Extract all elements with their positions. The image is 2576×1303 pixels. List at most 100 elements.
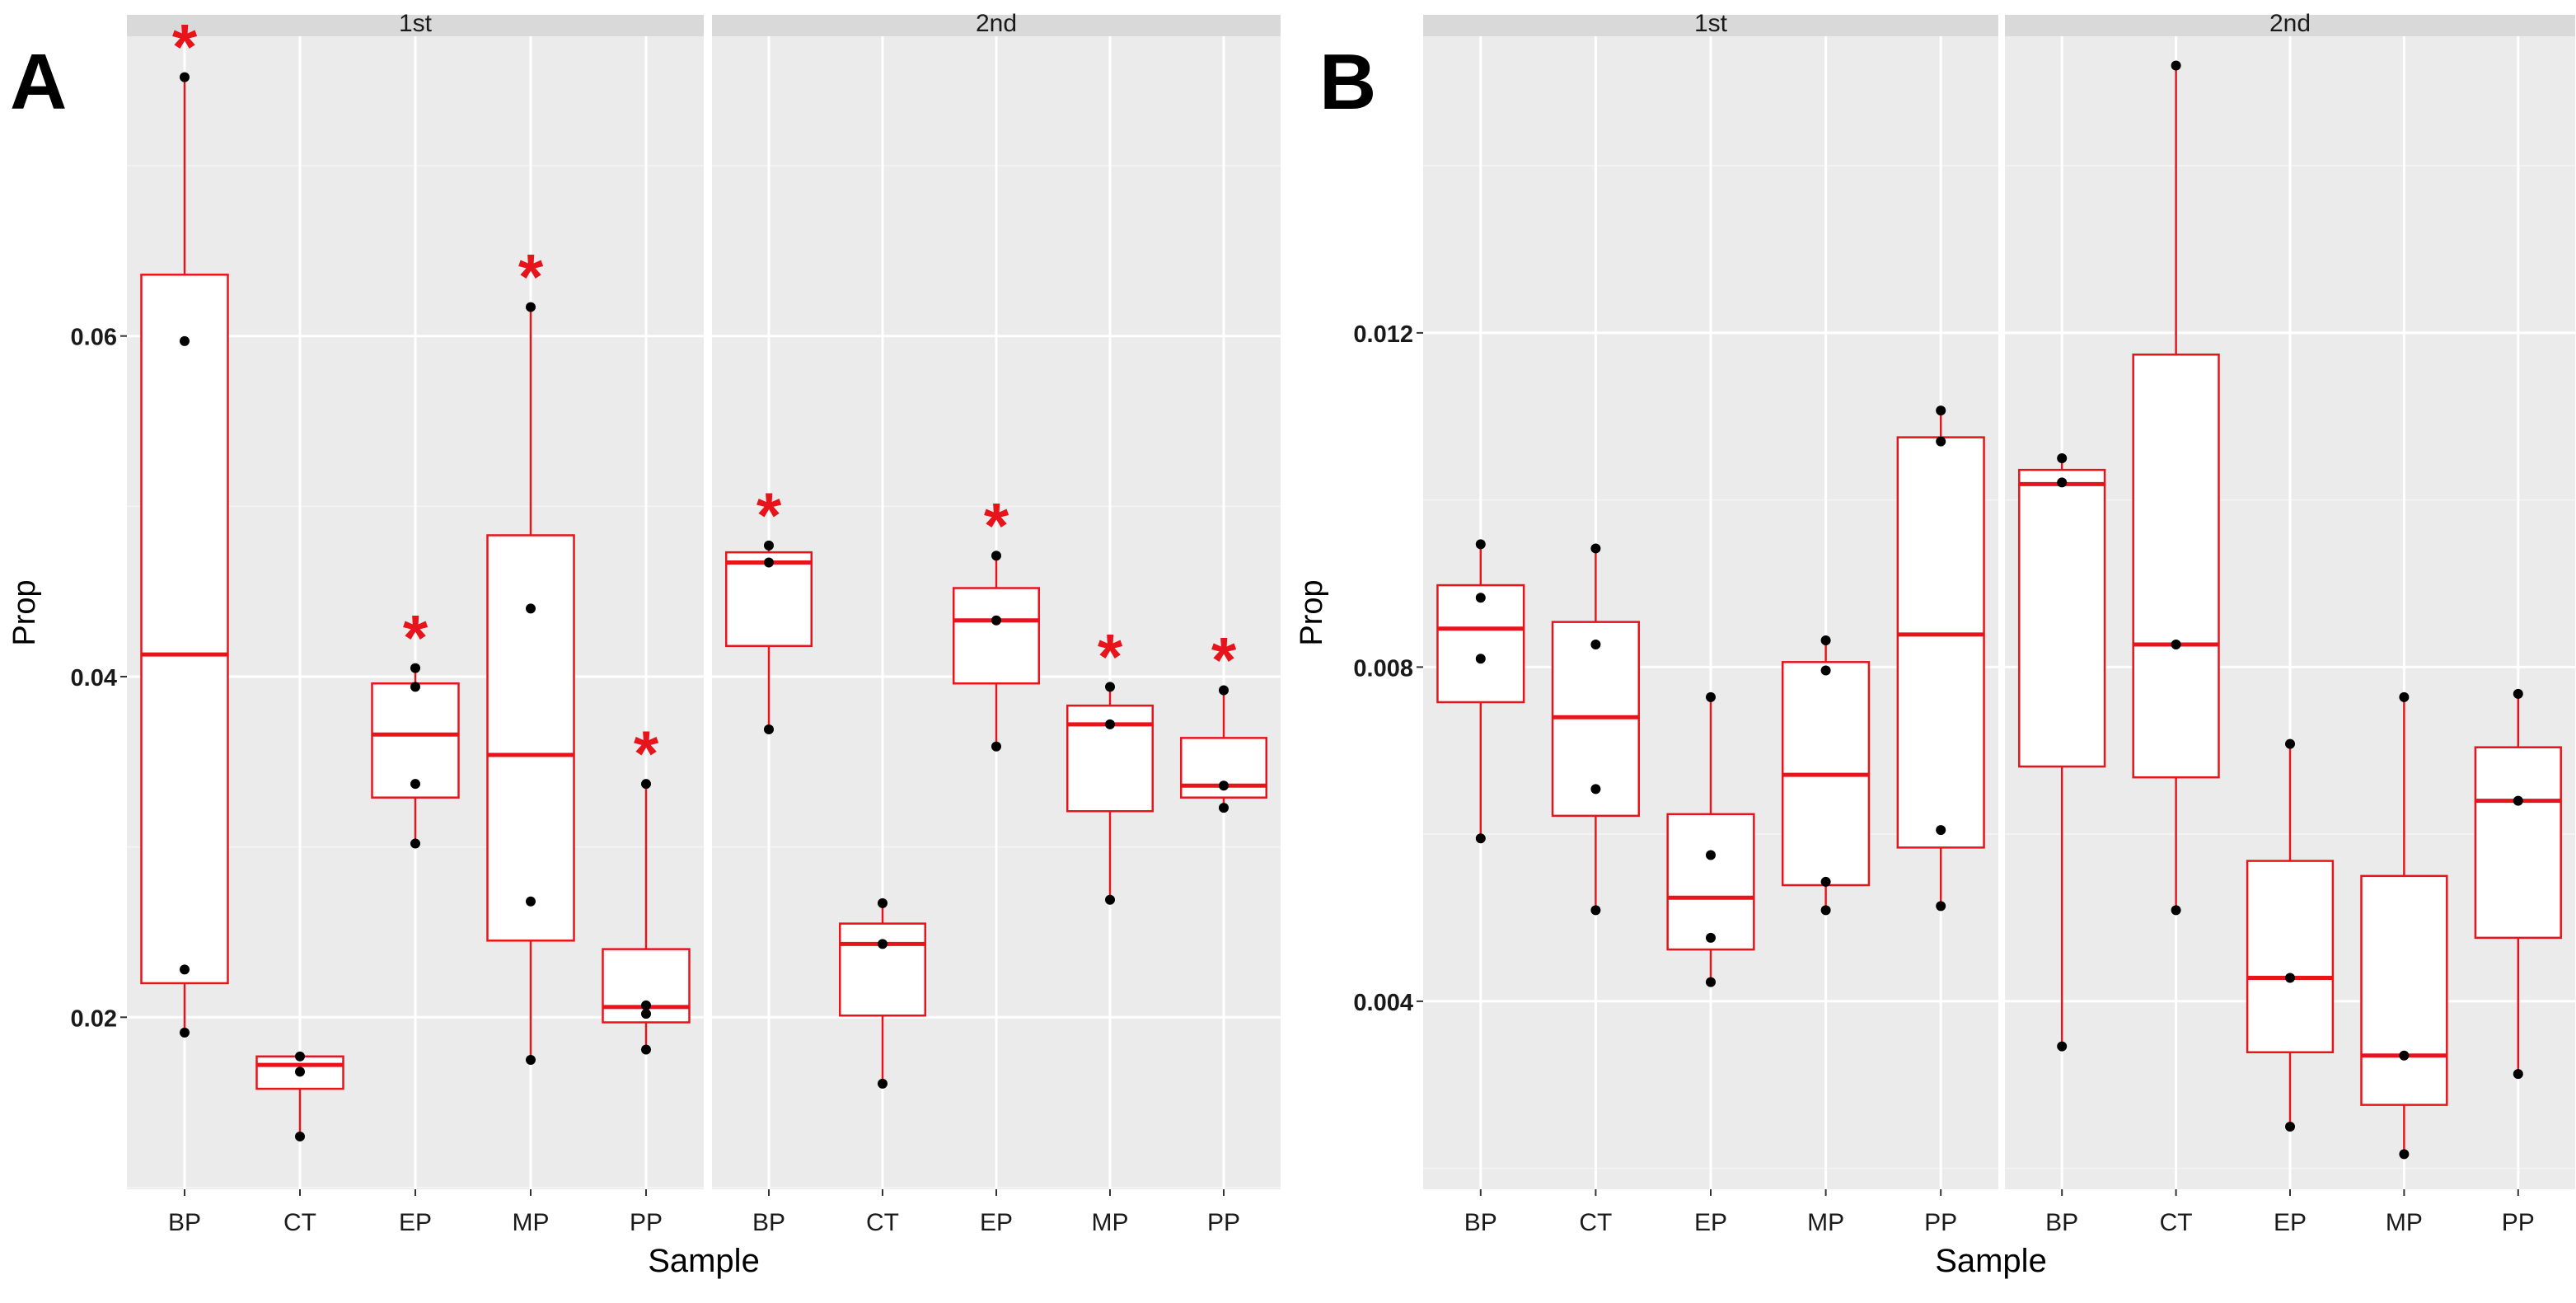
data-point (526, 1054, 536, 1065)
data-point (180, 72, 190, 82)
data-point (1820, 665, 1831, 676)
y-tick-label: 0.04 (71, 665, 117, 691)
box-BP (1436, 539, 1525, 844)
x-tick-label: BP (1464, 1209, 1497, 1236)
box-body (2018, 468, 2106, 768)
facet-2nd: 2nd * BP CT * EP * MP * PP (712, 10, 1281, 1236)
data-point (526, 603, 536, 614)
box-EP (2246, 738, 2335, 1132)
data-point (526, 302, 536, 312)
data-point (295, 1131, 305, 1141)
data-point (180, 1027, 190, 1038)
box-PP (2474, 688, 2562, 1080)
y-tick-label: 0.06 (71, 325, 117, 351)
box-CT (255, 1051, 344, 1141)
box-MP (2360, 691, 2448, 1160)
box-body (1896, 436, 1985, 849)
data-point (1820, 876, 1831, 887)
panel-b: B 1st BP CT EP MP PP 2nd BP CT EP MP PP 0.004 0.008 0.0… (1295, 10, 2575, 1279)
box-PP: * (1180, 624, 1267, 813)
box-PP: * (602, 717, 691, 1055)
data-point (2057, 477, 2068, 488)
data-point (1475, 593, 1486, 603)
facet-strip (1423, 15, 1998, 36)
box-body (2132, 353, 2220, 779)
data-point (1475, 539, 1486, 550)
x-tick-label: CT (283, 1209, 316, 1236)
y-tick-label: 0.012 (1353, 321, 1413, 348)
box-MP: * (486, 241, 575, 1065)
facet-title: 1st (1694, 10, 1728, 37)
data-point (641, 1044, 651, 1055)
data-point (180, 964, 190, 975)
box-CT (839, 898, 926, 1089)
box-EP (1666, 691, 1755, 987)
panel-label: A (10, 38, 67, 126)
data-point (641, 1000, 651, 1010)
data-point (2513, 795, 2523, 806)
data-point (1590, 905, 1601, 916)
data-point (1475, 654, 1486, 664)
box-body (725, 551, 813, 648)
significance-asterisk: * (1098, 620, 1123, 692)
data-point (2285, 738, 2295, 749)
data-point (2513, 1069, 2523, 1080)
data-point (1820, 635, 1831, 645)
data-point (1590, 543, 1601, 554)
x-tick-label: CT (866, 1209, 899, 1236)
x-tick-label: EP (1694, 1209, 1727, 1236)
data-point (1590, 640, 1601, 650)
data-point (878, 898, 888, 908)
box-EP: * (953, 489, 1040, 752)
box-body (2474, 746, 2562, 940)
data-point (1590, 784, 1601, 794)
data-point (1219, 803, 1229, 813)
box-body (371, 682, 460, 799)
x-tick-label: PP (630, 1209, 663, 1236)
box-body (2246, 860, 2335, 1053)
data-point (878, 1078, 888, 1089)
data-point (2171, 905, 2181, 916)
x-tick-label: MP (1092, 1209, 1129, 1236)
data-point (2057, 452, 2068, 463)
significance-asterisk: * (1211, 624, 1237, 696)
x-tick-label: PP (1207, 1209, 1240, 1236)
x-tick-label: CT (1579, 1209, 1612, 1236)
data-point (641, 779, 651, 790)
x-tick-label: EP (980, 1209, 1013, 1236)
panel-label: B (1319, 38, 1376, 126)
data-point (1936, 405, 1946, 416)
x-tick-label: BP (752, 1209, 785, 1236)
box-PP (1896, 405, 1985, 912)
box-body (839, 922, 926, 1017)
data-point (1219, 780, 1229, 791)
box-BP: * (725, 479, 813, 735)
data-point (878, 939, 888, 949)
data-point (1105, 894, 1115, 905)
box-body (2360, 874, 2448, 1106)
data-point (1105, 682, 1115, 692)
facet-strip (712, 15, 1281, 36)
facet-title: 2nd (2269, 10, 2311, 37)
facet-2nd: 2nd BP CT EP MP PP (2005, 10, 2575, 1236)
x-tick-label: EP (399, 1209, 432, 1236)
data-point (1820, 905, 1831, 916)
facet-1st: 1st * BP CT * EP * MP * PP (127, 10, 704, 1236)
box-body (1666, 813, 1755, 951)
data-point (641, 1009, 651, 1019)
data-point (1706, 932, 1716, 943)
y-axis-title: Prop (1295, 579, 1329, 645)
data-point (2399, 691, 2410, 702)
box-CT (1551, 543, 1641, 916)
x-tick-label: MP (2386, 1209, 2423, 1236)
data-point (295, 1066, 305, 1077)
data-point (1219, 685, 1229, 696)
data-point (764, 540, 774, 551)
data-point (410, 779, 420, 790)
significance-asterisk: * (403, 602, 429, 674)
significance-asterisk: * (172, 11, 198, 83)
facet-title: 1st (399, 10, 433, 37)
y-tick-label: 0.008 (1353, 655, 1413, 682)
data-point (410, 838, 420, 849)
